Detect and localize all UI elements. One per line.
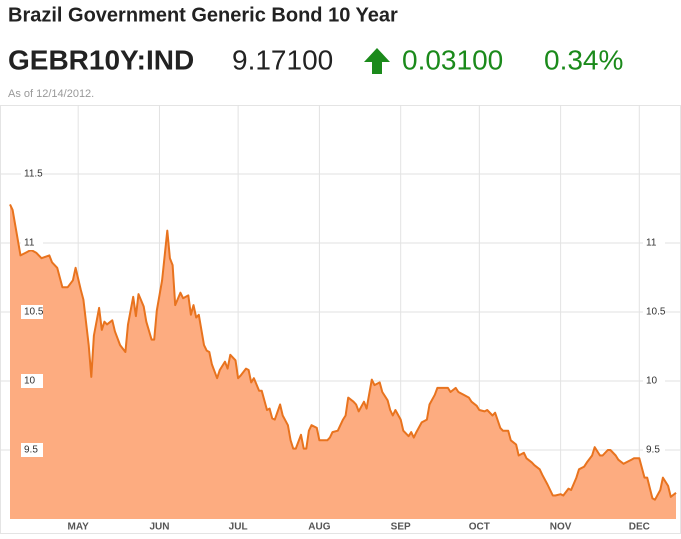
- price: 9.17100: [232, 44, 333, 75]
- y2-tick-label-bg: [643, 305, 665, 319]
- y2-tick-label-bg: [643, 374, 665, 388]
- y-tick-label-bg: [21, 443, 43, 457]
- y-tick-label-bg: [21, 236, 43, 250]
- y2-tick-label: 11: [646, 238, 657, 249]
- x-tick-label: MAY: [68, 522, 90, 533]
- y2-tick-label-bg: [643, 443, 665, 457]
- y2-tick-label-bg: [643, 236, 665, 250]
- x-tick-label: OCT: [469, 522, 490, 533]
- y-tick-label-bg: [21, 305, 43, 319]
- y2-tick-label: 9.5: [646, 445, 660, 456]
- change: 0.03100: [402, 44, 503, 75]
- x-tick-label: JUL: [229, 522, 248, 533]
- price-line: [9, 203, 677, 501]
- x-tick-label: NOV: [550, 522, 572, 533]
- change-percent: 0.34%: [544, 44, 623, 75]
- y2-tick-label: 10: [646, 376, 658, 387]
- as-of-date: As of 12/14/2012.: [8, 88, 94, 100]
- up-arrow: [364, 48, 390, 74]
- y-tick-label: 11: [24, 238, 35, 249]
- ticker: GEBR10Y:IND: [8, 44, 194, 75]
- x-tick-label: DEC: [629, 522, 650, 533]
- area-fill: [10, 204, 676, 519]
- y-tick-label-bg: [21, 374, 43, 388]
- page-title: Brazil Government Generic Bond 10 Year: [8, 4, 398, 26]
- y-tick-label: 11.5: [24, 169, 43, 180]
- x-tick-label: JUN: [149, 522, 169, 533]
- y-tick-label-bg: [21, 167, 43, 181]
- x-tick-label: SEP: [391, 522, 411, 533]
- x-tick-label: AUG: [308, 522, 330, 533]
- y2-tick-label: 10.5: [646, 307, 666, 318]
- y-tick-label: 10: [24, 376, 36, 387]
- y-tick-label: 10.5: [24, 307, 44, 318]
- y-tick-label: 9.5: [24, 445, 38, 456]
